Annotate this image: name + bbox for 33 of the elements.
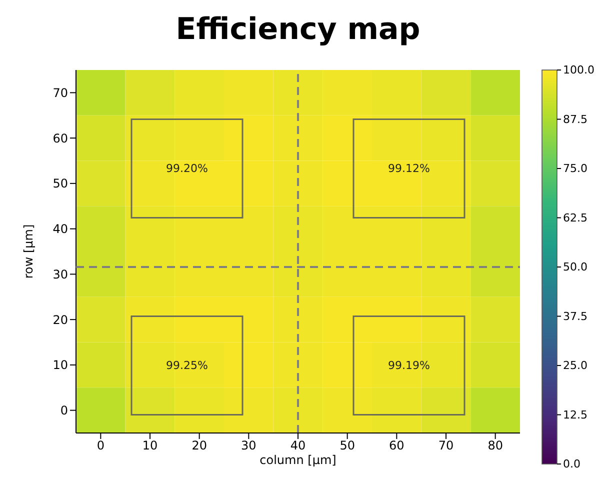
annotation: 99.19% [388,359,430,372]
color-bar-label: 100.0 [563,64,594,76]
annotation: 99.25% [166,359,208,372]
x-tick-label: 60 [389,438,404,453]
x-tick-label: 40 [290,438,306,453]
color-bar-label: 37.5 [563,310,588,323]
y-tick-label: 0 [60,404,68,418]
x-tick-label: 20 [192,438,207,453]
y-tick-label: 20 [52,312,68,327]
y-tick-label: 50 [52,176,68,191]
x-tick-label: 70 [438,438,454,453]
color-bar-label: 50.0 [563,260,588,274]
y-tick-label: 10 [52,358,68,372]
chart-title: Efficiency map [174,12,422,47]
y-tick-label: 30 [52,267,68,282]
color-bar-label: 0.0 [563,458,580,470]
annotation: 99.12% [388,162,430,175]
x-axis-title: column [µm] [260,453,336,467]
x-tick-label: 10 [142,438,158,453]
x-tick-label: 0 [96,438,104,453]
y-axis-title: row [µm] [21,224,36,279]
color-bar-label: 12.5 [563,408,588,422]
color-bar-label: 62.5 [563,211,588,224]
annotation: 99.20% [166,162,208,175]
color-bar-label: 75.0 [563,162,588,175]
x-tick-label: 30 [241,438,256,453]
color-bar-label: 25.0 [563,359,588,372]
y-tick-label: 70 [52,86,68,100]
x-tick-label: 50 [340,438,355,453]
x-tick-label: 80 [488,438,503,453]
color-bar-label: 87.5 [563,112,588,126]
y-tick-label: 60 [52,131,68,146]
y-tick-label: 40 [52,222,68,236]
